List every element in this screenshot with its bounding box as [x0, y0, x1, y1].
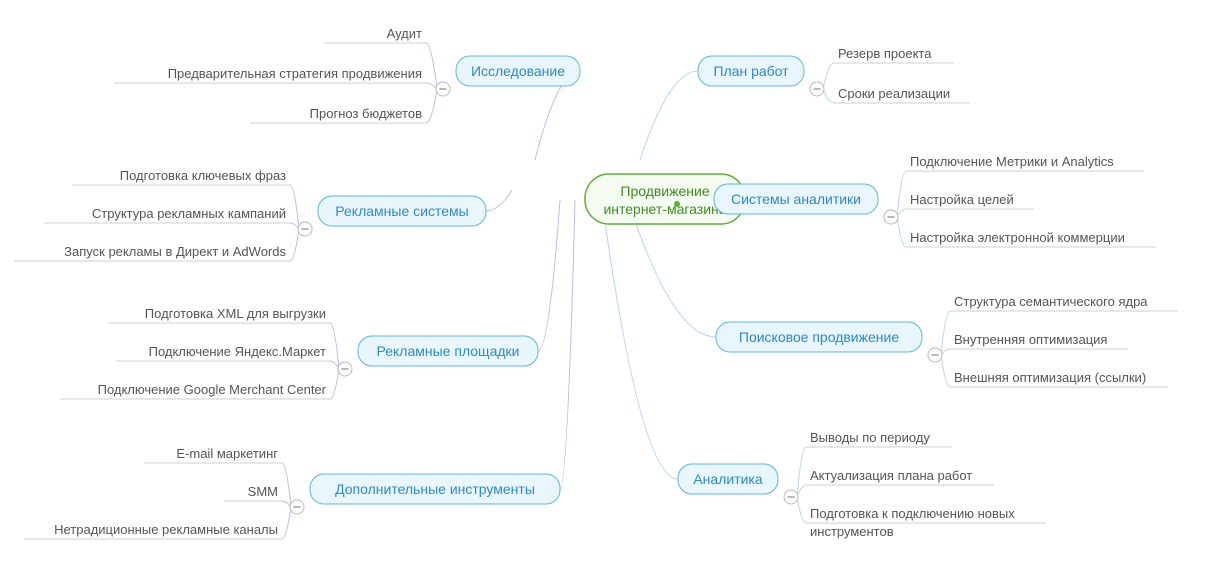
connector-analytics-0 [797, 447, 806, 497]
link-ad-systems [486, 190, 512, 211]
connector-ad-systems-2 [290, 229, 299, 261]
connector-analytics-systems-2 [897, 217, 906, 247]
connector-ad-platforms-0 [330, 323, 339, 369]
branch-seo-label: Поисковое продвижение [739, 329, 899, 345]
connector-research-2 [426, 89, 437, 123]
center-label-2: интернет-магазина [603, 201, 726, 217]
connector-research-1 [426, 83, 437, 89]
link-workplan [640, 71, 698, 160]
connector-seo-0 [941, 311, 950, 355]
connector-research-0 [426, 43, 437, 89]
branch-ad-platforms-label: Рекламные площадки [377, 343, 520, 359]
link-analytics [602, 200, 678, 479]
leaf-extra-tools-0-label[interactable]: E-mail маркетинг [176, 446, 278, 461]
connector-extra-tools-2 [282, 507, 291, 539]
leaf-seo-0-label[interactable]: Структура семантического ядра [954, 294, 1148, 309]
leaf-analytics-1-label[interactable]: Актуализация плана работ [810, 468, 972, 483]
leaf-ad-platforms-2-label[interactable]: Подключение Google Merchant Center [98, 382, 327, 397]
leaf-ad-platforms-1-label[interactable]: Подключение Яндекс.Маркет [149, 344, 326, 359]
branch-ad-systems-label: Рекламные системы [335, 203, 468, 219]
leaf-ad-platforms-0-label[interactable]: Подготовка XML для выгрузки [145, 306, 326, 321]
leaf-extra-tools-1-label[interactable]: SMM [248, 484, 278, 499]
leaf-ad-systems-1-label[interactable]: Структура рекламных кампаний [92, 206, 286, 221]
connector-workplan-1 [823, 89, 834, 103]
center-handle-dot[interactable] [674, 201, 680, 207]
branch-analytics-label: Аналитика [693, 471, 763, 487]
connector-analytics-systems-0 [897, 171, 906, 217]
branch-analytics-systems-label: Системы аналитики [731, 191, 861, 207]
leaf-seo-1-label[interactable]: Внутренняя оптимизация [954, 332, 1107, 347]
connector-extra-tools-0 [282, 463, 291, 507]
leaf-workplan-0-label[interactable]: Резерв проекта [838, 46, 932, 61]
center-label-1: Продвижение [620, 183, 709, 199]
mindmap-canvas: Продвижение интернет-магазина Исследование… [0, 0, 1209, 574]
branch-workplan-label: План работ [713, 63, 789, 79]
connector-ad-platforms-2 [330, 369, 339, 399]
connector-ad-systems-0 [290, 185, 299, 229]
leaf-research-0-label[interactable]: Аудит [387, 26, 422, 41]
leaf-analytics-systems-2-label[interactable]: Настройка электронной коммерции [910, 230, 1125, 245]
leaf-workplan-1-label[interactable]: Сроки реализации [838, 86, 950, 101]
connector-workplan-0 [823, 63, 834, 89]
link-ad-platforms [538, 200, 560, 351]
leaf-ad-systems-0-label[interactable]: Подготовка ключевых фраз [120, 168, 286, 183]
leaf-analytics-2-label2: инструментов [810, 524, 894, 539]
leaf-research-1-label[interactable]: Предварительная стратегия продвижения [168, 66, 422, 81]
leaf-seo-2-label[interactable]: Внешняя оптимизация (ссылки) [954, 370, 1146, 385]
connector-seo-2 [941, 355, 950, 387]
leaf-extra-tools-2-label[interactable]: Нетрадиционные рекламные каналы [54, 522, 278, 537]
connector-analytics-2 [797, 497, 806, 523]
leaf-ad-systems-2-label[interactable]: Запуск рекламы в Директ и AdWords [64, 244, 286, 259]
branch-extra-tools-label: Дополнительные инструменты [335, 481, 535, 497]
link-extra-tools [560, 200, 575, 489]
leaf-analytics-systems-0-label[interactable]: Подключение Метрики и Analytics [910, 154, 1114, 169]
leaf-analytics-systems-1-label[interactable]: Настройка целей [910, 192, 1014, 207]
branch-research-label: Исследование [471, 63, 565, 79]
leaf-analytics-2-label[interactable]: Подготовка к подключению новых [810, 506, 1015, 521]
leaf-research-2-label[interactable]: Прогноз бюджетов [310, 106, 422, 121]
leaf-analytics-0-label[interactable]: Выводы по периоду [810, 430, 930, 445]
